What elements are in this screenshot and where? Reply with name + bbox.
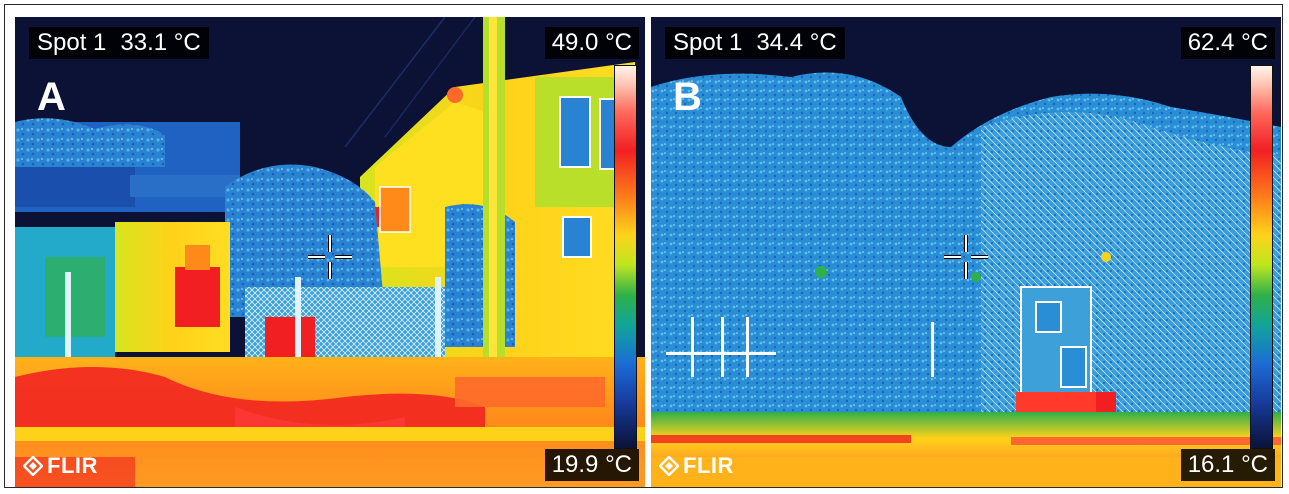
spot-label: Spot 1 <box>673 29 743 56</box>
temperature-scale-bar <box>614 65 637 449</box>
thermal-panel-a: Spot 1 33.1 °C 49.0 °C 19.9 °C A FLIR <box>15 17 645 487</box>
flir-logo: FLIR <box>23 453 98 479</box>
crosshair-icon <box>944 235 988 279</box>
temperature-max-label: 62.4 °C <box>1180 27 1275 59</box>
flir-logo-text: FLIR <box>47 453 98 478</box>
panel-letter: A <box>37 75 67 119</box>
spot-label: Spot 1 <box>37 29 107 56</box>
flir-logo-icon <box>659 456 679 476</box>
temperature-min-label: 16.1 °C <box>1180 449 1275 481</box>
panel-letter: B <box>673 75 703 119</box>
temperature-min-label: 19.9 °C <box>544 449 639 481</box>
spot-value: 34.4 °C <box>756 29 837 56</box>
temperature-scale-bar <box>1250 65 1273 449</box>
flir-logo-text: FLIR <box>683 453 734 478</box>
crosshair-icon <box>308 235 352 279</box>
thermal-image-a <box>15 17 645 487</box>
flir-logo-icon <box>23 456 43 476</box>
thermal-panel-b: Spot 1 34.4 °C 62.4 °C 16.1 °C B FLIR <box>651 17 1281 487</box>
flir-logo: FLIR <box>659 453 734 479</box>
temperature-max-label: 49.0 °C <box>544 27 639 59</box>
spot-readout: Spot 1 33.1 °C <box>29 27 209 59</box>
spot-value: 33.1 °C <box>120 29 201 56</box>
spot-readout: Spot 1 34.4 °C <box>665 27 845 59</box>
